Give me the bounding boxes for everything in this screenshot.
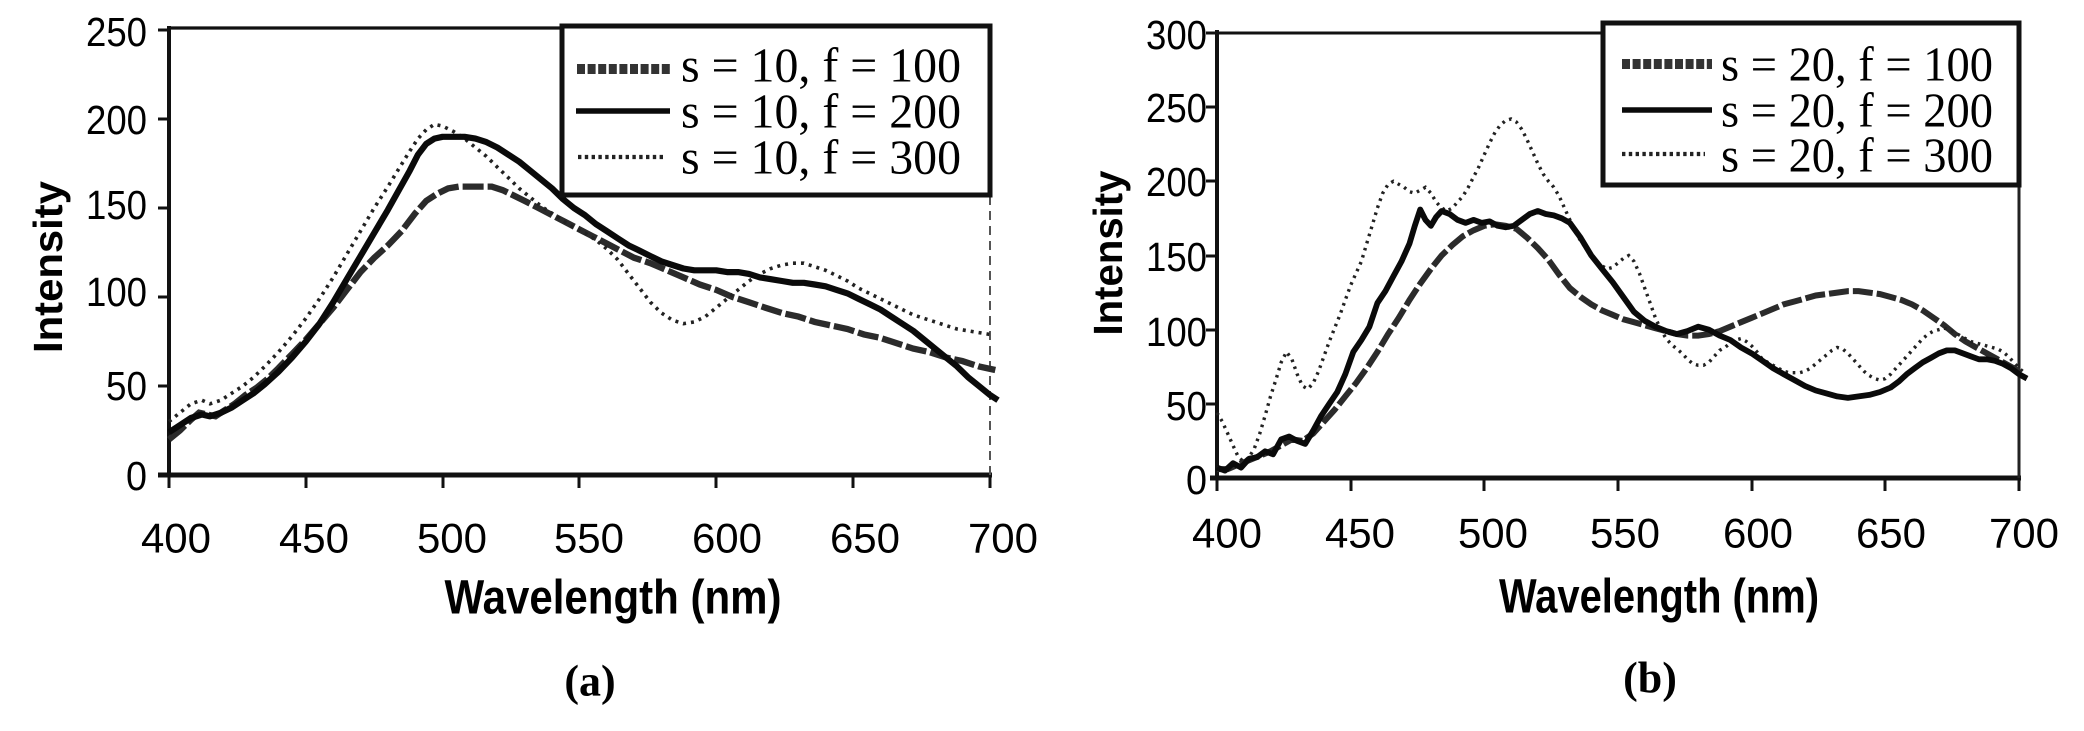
svg-text:700: 700 (968, 515, 1038, 562)
svg-text:50: 50 (1166, 383, 1207, 429)
svg-text:Wavelength (nm): Wavelength (nm) (445, 572, 782, 625)
svg-text:(b): (b) (1623, 654, 1677, 703)
svg-text:550: 550 (1590, 510, 1660, 557)
svg-text:0: 0 (1186, 457, 1207, 503)
svg-text:250: 250 (1146, 85, 1207, 131)
svg-text:150: 150 (1146, 234, 1207, 280)
svg-text:700: 700 (1989, 510, 2059, 557)
svg-text:250: 250 (86, 9, 147, 55)
svg-text:400: 400 (1192, 510, 1262, 557)
svg-text:450: 450 (279, 515, 349, 562)
svg-text:s = 10, f = 200: s = 10, f = 200 (681, 84, 961, 139)
svg-text:100: 100 (1146, 309, 1207, 355)
svg-text:s = 10, f = 300: s = 10, f = 300 (681, 130, 961, 185)
svg-text:500: 500 (1458, 510, 1528, 557)
svg-text:Intensity: Intensity (1085, 170, 1131, 335)
svg-text:s = 20, f = 200: s = 20, f = 200 (1721, 83, 1993, 138)
svg-text:600: 600 (692, 515, 762, 562)
svg-text:100: 100 (86, 269, 147, 315)
svg-text:50: 50 (106, 363, 147, 409)
svg-text:150: 150 (86, 182, 147, 228)
svg-text:600: 600 (1723, 510, 1793, 557)
svg-text:s = 10, f = 100: s = 10, f = 100 (681, 38, 961, 93)
svg-text:Wavelength (nm): Wavelength (nm) (1499, 571, 1819, 624)
svg-text:Intensity: Intensity (25, 181, 71, 353)
svg-text:650: 650 (1856, 510, 1926, 557)
svg-text:200: 200 (1146, 159, 1207, 205)
svg-text:200: 200 (86, 97, 147, 143)
svg-text:s = 20, f = 300: s = 20, f = 300 (1721, 128, 1993, 183)
svg-text:550: 550 (554, 515, 624, 562)
svg-text:s = 20, f = 100: s = 20, f = 100 (1721, 37, 1993, 92)
svg-text:300: 300 (1146, 12, 1207, 58)
svg-text:650: 650 (830, 515, 900, 562)
svg-text:400: 400 (141, 515, 211, 562)
svg-text:500: 500 (417, 515, 487, 562)
svg-text:450: 450 (1325, 510, 1395, 557)
svg-text:0: 0 (126, 453, 147, 499)
svg-text:(a): (a) (564, 657, 615, 706)
